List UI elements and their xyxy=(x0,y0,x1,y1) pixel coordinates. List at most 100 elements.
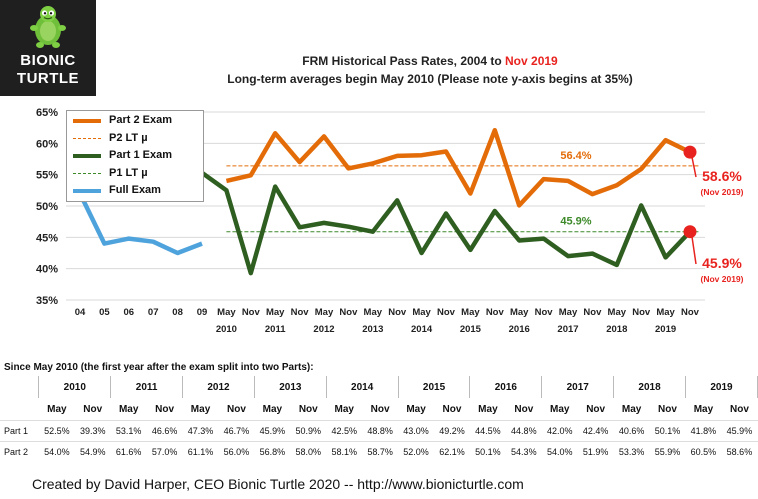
table-cell: 56.8% xyxy=(254,441,291,462)
table-half-header: May xyxy=(406,403,426,415)
table-cell: 51.9% xyxy=(577,441,614,462)
table-cell: 50.9% xyxy=(290,420,327,442)
chart-title: FRM Historical Pass Rates, 2004 to Nov 2… xyxy=(200,54,660,68)
x-year-label: 2015 xyxy=(460,324,482,335)
legend-swatch xyxy=(73,189,101,193)
table-cell: 54.9% xyxy=(74,441,111,462)
table-half-header: Nov xyxy=(658,403,677,415)
table-half-header: Nov xyxy=(514,403,534,415)
x-tick-label: 07 xyxy=(148,307,159,318)
legend-label: Part 2 Exam xyxy=(109,114,172,126)
table-cell: 58.7% xyxy=(362,441,399,462)
x-tick-label: Nov xyxy=(535,307,554,318)
table-cell: 54.3% xyxy=(505,441,542,462)
table-row-label: Part 2 xyxy=(0,441,39,462)
end-marker-p2 xyxy=(683,145,697,159)
table-cell: 46.7% xyxy=(218,420,255,442)
x-tick-label: 04 xyxy=(75,307,86,318)
x-tick-label: May xyxy=(510,307,529,318)
x-tick-label: Nov xyxy=(486,307,505,318)
table-cell: 39.3% xyxy=(74,420,111,442)
legend-swatch xyxy=(73,172,101,174)
table-cell: 55.9% xyxy=(649,441,686,462)
table-year-header: 2019 xyxy=(685,376,758,398)
legend-entry: P1 LT µ xyxy=(73,166,201,182)
table-half-header: Nov xyxy=(155,403,175,415)
avg-label-p1: 45.9% xyxy=(560,216,591,228)
x-tick-label: Nov xyxy=(388,307,407,318)
full-exam-line xyxy=(77,192,203,256)
legend-entry: Full Exam xyxy=(73,183,201,199)
table-cell: 47.3% xyxy=(182,420,219,442)
x-tick-label: 08 xyxy=(172,307,183,318)
x-tick-label: May xyxy=(412,307,431,318)
callout-value: 45.9% xyxy=(702,255,742,271)
table-cell: 42.5% xyxy=(326,420,363,442)
y-tick-label: 55% xyxy=(36,170,58,182)
legend-label: Part 1 Exam xyxy=(109,149,172,161)
callout-value: 58.6% xyxy=(702,168,742,184)
table-row-label: Part 1 xyxy=(0,420,39,442)
logo-line2: TURTLE xyxy=(16,70,80,87)
table-corner xyxy=(0,376,40,398)
table-cell: 57.0% xyxy=(146,441,183,462)
x-year-label: 2014 xyxy=(411,324,433,335)
pass-rate-table: 2010 2011 2012 2013 2014 2015 2016 2017 2018 2019… xyxy=(0,376,758,462)
legend-label: P1 LT µ xyxy=(109,166,148,179)
table-year-header: 2011 xyxy=(110,376,184,398)
part1-exam-line xyxy=(200,170,692,276)
x-year-label: 2013 xyxy=(362,324,383,335)
table-cell: 44.8% xyxy=(505,420,542,442)
table-note: Since May 2010 (the first year after the… xyxy=(4,362,314,373)
table-cell: 44.5% xyxy=(469,420,506,442)
x-year-label: 2011 xyxy=(265,324,286,335)
y-tick-label: 50% xyxy=(36,201,58,213)
x-year-label: 2012 xyxy=(313,324,334,335)
part2-exam-line xyxy=(225,127,691,208)
table-cell: 53.1% xyxy=(110,420,147,442)
table-cell: 60.5% xyxy=(685,441,722,462)
table-cell: 61.1% xyxy=(182,441,219,462)
table-cell: 58.6% xyxy=(721,441,758,462)
table-cell: 42.4% xyxy=(577,420,614,442)
table-cell: 45.9% xyxy=(721,420,758,442)
table-cell: 48.8% xyxy=(362,420,399,442)
table-half-header: May xyxy=(47,403,67,415)
callout-leader xyxy=(691,236,697,265)
chart-title-prefix: FRM Historical Pass Rates, 2004 to xyxy=(302,54,506,68)
table-year-header: 2014 xyxy=(326,376,399,398)
y-tick-label: 60% xyxy=(36,138,58,150)
end-marker-p1 xyxy=(683,225,697,239)
logo-line1: BIONIC xyxy=(20,52,76,69)
x-tick-label: Nov xyxy=(583,307,602,318)
x-tick-label: Nov xyxy=(681,307,700,318)
table-half-header: Nov xyxy=(586,403,606,415)
table-cell: 58.1% xyxy=(326,441,363,462)
table-cell: 46.6% xyxy=(146,420,183,442)
table-half-header: May xyxy=(621,403,642,415)
table-half-row: May Nov May Nov May Nov May Nov May Nov May Nov May N… xyxy=(0,398,758,421)
x-tick-label: May xyxy=(656,307,675,318)
callout-sub: (Nov 2019) xyxy=(701,187,744,197)
table-cell: 54.0% xyxy=(38,441,75,462)
x-year-label: 2010 xyxy=(216,324,237,335)
x-tick-label: Nov xyxy=(339,307,358,318)
legend-entry: P2 LT µ xyxy=(73,131,201,147)
pass-rate-chart: 35% 40% 45% 50% 55% 60% 65% 04 05 06 07 08 09 May 2010… xyxy=(36,107,744,335)
table-cell: 40.6% xyxy=(613,420,650,442)
avg-label-p2: 56.4% xyxy=(560,150,591,162)
x-year-label: 2016 xyxy=(509,324,530,335)
x-tick-label: May xyxy=(559,307,578,318)
x-year-label: 2018 xyxy=(606,324,627,335)
x-tick-label: May xyxy=(461,307,480,318)
callout-sub: (Nov 2019) xyxy=(701,274,744,284)
table-half-header: Nov xyxy=(298,403,318,415)
table-year-header: 2015 xyxy=(398,376,471,398)
table-cell: 42.0% xyxy=(541,420,578,442)
x-tick-label: May xyxy=(608,307,627,318)
table-half-header: May xyxy=(118,403,139,415)
table-year-header: 2010 xyxy=(38,376,112,398)
chart-legend: Part 2 Exam P2 LT µ Part 1 Exam P1 LT µ Full… xyxy=(66,110,204,202)
table-corner xyxy=(0,398,39,421)
legend-entry: Part 2 Exam xyxy=(73,113,201,129)
